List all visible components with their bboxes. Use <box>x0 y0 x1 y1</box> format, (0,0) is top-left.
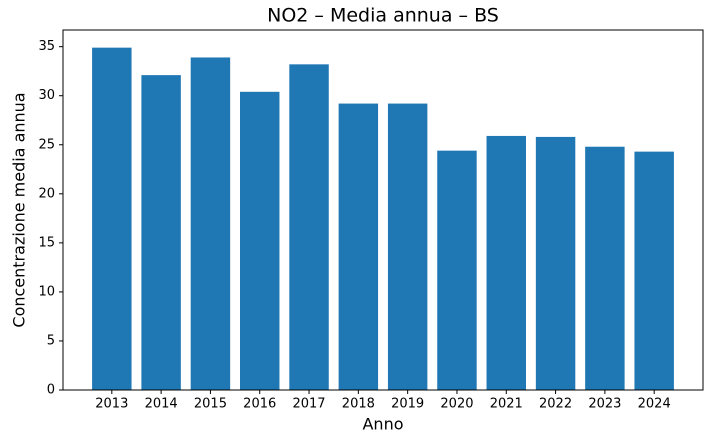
bar <box>634 151 674 390</box>
chart-title: NO2 – Media annua – BS <box>267 5 499 27</box>
bar <box>486 135 526 390</box>
x-tick-label: 2019 <box>391 397 424 412</box>
y-tick-label: 20 <box>38 186 55 201</box>
x-tick-label: 2016 <box>243 397 276 412</box>
bar <box>190 57 231 390</box>
bar <box>141 75 181 390</box>
x-tick-label: 2017 <box>292 397 325 412</box>
y-tick-label: 30 <box>38 88 55 103</box>
y-tick-label: 5 <box>47 333 55 348</box>
bar <box>585 146 625 390</box>
plot-frame <box>62 29 704 391</box>
bar <box>92 47 132 390</box>
x-tick-label: 2021 <box>490 397 523 412</box>
bar <box>240 91 280 390</box>
y-tick-label: 10 <box>38 284 55 299</box>
y-tick-label: 15 <box>38 235 55 250</box>
bar <box>437 150 477 390</box>
x-tick-label: 2018 <box>342 397 375 412</box>
y-tick-label: 25 <box>38 137 55 152</box>
x-tick-label: 2013 <box>95 397 128 412</box>
x-tick-label: 2015 <box>194 397 227 412</box>
x-tick-label: 2020 <box>440 397 473 412</box>
x-tick-label: 2022 <box>539 397 572 412</box>
bar <box>387 103 428 390</box>
x-tick-label: 2023 <box>588 397 621 412</box>
x-tick-label: 2024 <box>638 397 671 412</box>
y-tick-label: 35 <box>38 39 55 54</box>
y-tick-label: 0 <box>47 383 55 398</box>
y-axis-label: Concentrazione media annua <box>10 92 29 327</box>
bar <box>535 136 576 390</box>
x-tick-label: 2014 <box>145 397 178 412</box>
bar <box>289 64 329 390</box>
x-axis-label: Anno <box>362 415 403 434</box>
bar <box>338 103 379 390</box>
